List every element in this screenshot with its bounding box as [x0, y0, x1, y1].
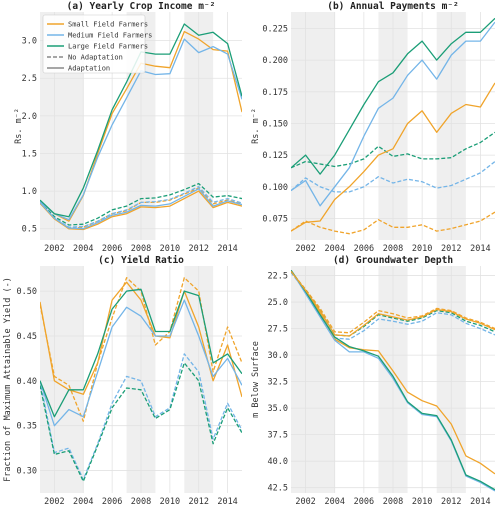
x-tick-label: 2004 [324, 244, 344, 254]
x-tick-label: 2010 [412, 497, 432, 507]
series-line-medium-solid [40, 299, 242, 427]
x-tick-label: 2008 [383, 497, 403, 507]
series-line-medium-dashed [291, 272, 495, 340]
y-tick-label: 2.0 [22, 112, 37, 122]
series-line-medium-dashed [291, 160, 495, 193]
series-group [40, 277, 242, 482]
panel-title: (d) Groundwater Depth [333, 255, 453, 266]
panel-title: (b) Annual Payments m⁻² [327, 1, 459, 12]
series-line-medium-dashed [40, 353, 242, 481]
series-line-small-solid [291, 270, 495, 337]
panel-title: (c) Yield Ratio [98, 255, 184, 266]
y-tick-label: 0.100 [262, 183, 288, 193]
series-line-medium-dashed [40, 185, 242, 228]
y-tick-label: 37.5 [268, 431, 288, 441]
series-line-medium-solid [291, 21, 495, 207]
panel-1: 2002 2004 2006 2008 2010 2012 2014 0.5 1.0 1.5 2.0… [14, 1, 242, 254]
y-tick-label: 0.5 [22, 225, 37, 235]
series-line-small-dashed [291, 270, 495, 334]
y-tick-label: 27.5 [268, 325, 288, 335]
y-tick-label: 0.175 [262, 88, 288, 98]
series-line-small-dashed [40, 277, 242, 422]
series-line-small-solid [291, 82, 495, 232]
x-tick-label: 2014 [217, 244, 237, 254]
legend-box [42, 14, 146, 74]
y-tick-label: 0.40 [17, 377, 37, 387]
y-tick-label: 0.150 [262, 119, 288, 129]
legend-label: Medium Field Farmers [68, 32, 152, 40]
y-tick-label: 0.45 [17, 332, 37, 342]
series-line-large-solid [40, 288, 242, 418]
x-tick-label: 2006 [354, 497, 374, 507]
series-line-small-solid [40, 190, 242, 231]
x-tick-label: 2002 [44, 244, 64, 254]
y-tick-label: 42.5 [268, 484, 288, 494]
y-tick-label: 35.0 [268, 404, 288, 414]
panel-2: 2002 2004 2006 2008 2010 2012 2014 0.075 0.100 0.… [251, 1, 495, 254]
series-line-medium-solid [40, 188, 242, 230]
legend-label: Small Field Farmers [68, 21, 148, 29]
series-line-large-dashed [291, 131, 495, 169]
x-tick-label: 2012 [188, 497, 208, 507]
y-tick-label: 30.0 [268, 351, 288, 361]
series-line-large-dashed [40, 182, 242, 226]
x-tick-label: 2006 [102, 497, 122, 507]
legend: Small Field Farmers Medium Field Farmers L… [42, 14, 152, 74]
x-tick-label: 2004 [73, 244, 93, 254]
y-axis-label: m Below Surface [251, 341, 261, 418]
y-tick-label: 0.200 [262, 56, 288, 66]
y-axis-label: Rs. m⁻² [251, 108, 261, 144]
y-tick-label: 1.5 [22, 149, 37, 159]
series-line-large-solid [291, 17, 495, 175]
x-tick-label: 2008 [131, 244, 151, 254]
y-axis-label: Fraction of Maximum Attainable Yield (-) [3, 277, 13, 482]
series-line-large-solid [291, 269, 495, 491]
x-tick-label: 2012 [441, 497, 461, 507]
x-tick-label: 2014 [470, 244, 490, 254]
y-tick-label: 0.50 [17, 287, 37, 297]
x-tick-label: 2012 [441, 244, 461, 254]
legend-label: Adaptation [68, 65, 110, 73]
x-tick-label: 2014 [217, 497, 237, 507]
y-tick-label: 40.0 [268, 457, 288, 467]
x-tick-label: 2006 [354, 244, 374, 254]
shaded-band [291, 12, 335, 240]
x-tick-label: 2006 [102, 244, 122, 254]
x-tick-label: 2004 [73, 497, 93, 507]
y-tick-label: 3.0 [22, 37, 37, 47]
y-tick-label: 25.0 [268, 298, 288, 308]
y-tick-label: 0.125 [262, 151, 288, 161]
series-line-small-dashed [291, 211, 495, 235]
x-tick-label: 2002 [295, 497, 315, 507]
x-tick-label: 2008 [383, 244, 403, 254]
x-tick-label: 2012 [188, 244, 208, 254]
y-tick-label: 0.30 [17, 467, 37, 477]
series-line-large-dashed [40, 362, 242, 482]
y-tick-label: 22.5 [268, 272, 288, 282]
x-tick-label: 2002 [295, 244, 315, 254]
y-axis-label: Rs. m⁻² [14, 108, 24, 144]
y-tick-label: 32.5 [268, 378, 288, 388]
y-tick-label: 0.225 [262, 24, 288, 34]
panel-title: (a) Yearly Crop Income m⁻² [67, 1, 216, 12]
x-tick-label: 2014 [470, 497, 490, 507]
y-tick-label: 0.35 [17, 422, 37, 432]
y-tick-label: 2.5 [22, 74, 37, 84]
series-group [291, 17, 495, 235]
series-group [291, 269, 495, 492]
panel-4: 2002 2004 2006 2008 2010 2012 2014 22.5 25.0 27.5… [251, 255, 495, 507]
y-tick-label: 1.0 [22, 187, 37, 197]
x-tick-label: 2010 [412, 244, 432, 254]
x-tick-label: 2008 [131, 497, 151, 507]
x-tick-label: 2010 [160, 244, 180, 254]
legend-label: No Adaptation [68, 54, 123, 62]
y-tick-label: 0.075 [262, 214, 288, 224]
shaded-band [40, 266, 84, 493]
panel-3: 2002 2004 2006 2008 2010 2012 2014 0.30 0.35 0.40… [3, 255, 242, 507]
legend-label: Large Field Farmers [68, 43, 148, 51]
x-tick-label: 2004 [324, 497, 344, 507]
x-tick-label: 2002 [44, 497, 64, 507]
x-tick-label: 2010 [160, 497, 180, 507]
